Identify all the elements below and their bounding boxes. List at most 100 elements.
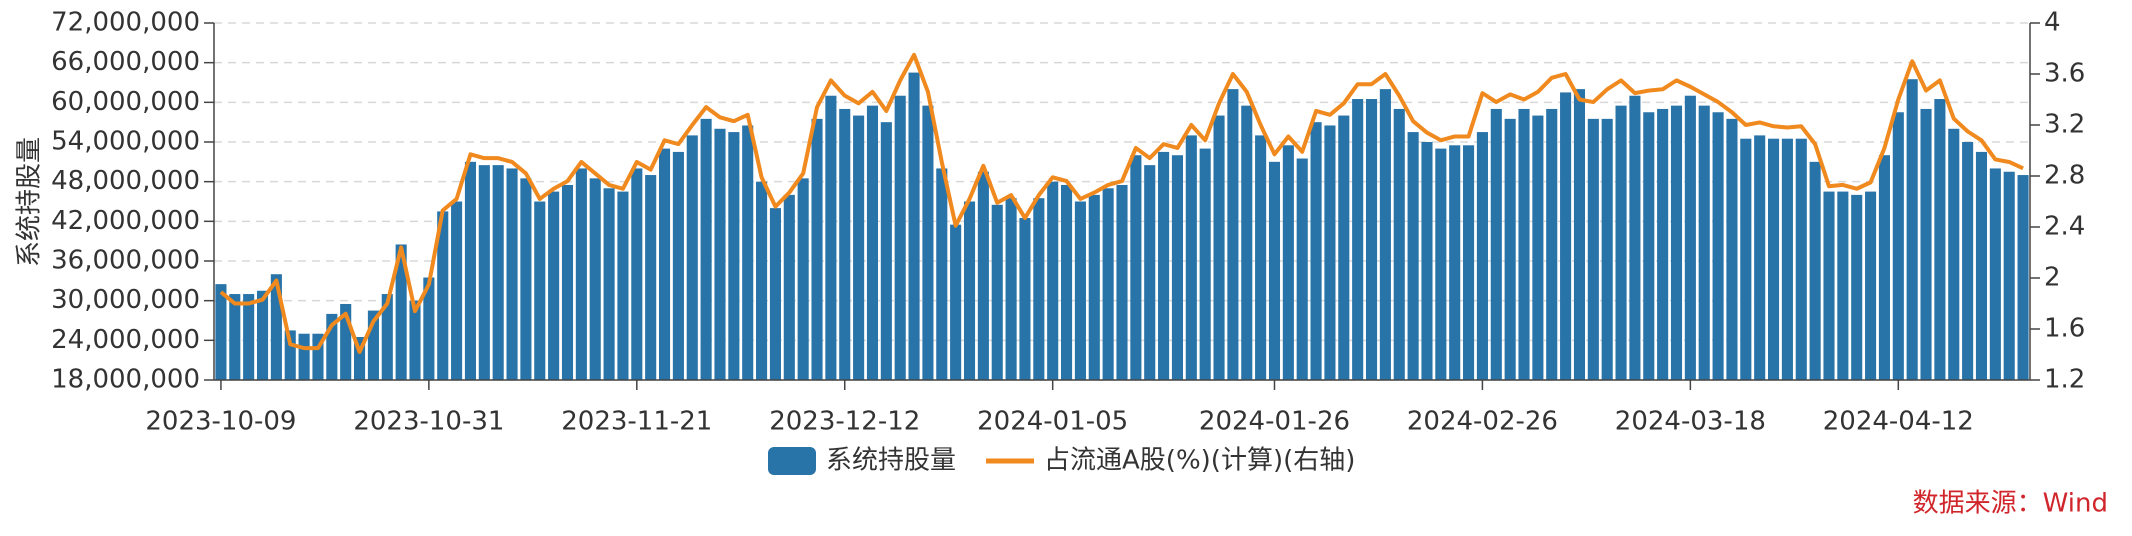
bar — [645, 175, 657, 380]
y2-tick-label: 2.8 — [2044, 161, 2085, 191]
x-tick-label: 2024-01-26 — [1199, 407, 1350, 437]
bar — [312, 333, 324, 380]
bar — [839, 108, 851, 380]
bar — [991, 204, 1003, 380]
bar — [1670, 105, 1683, 380]
bar — [894, 95, 906, 380]
y-tick-label: 18,000,000 — [51, 365, 200, 395]
bar — [215, 284, 227, 380]
bar — [381, 294, 393, 380]
bar — [950, 224, 962, 380]
x-tick-label: 2023-12-12 — [769, 407, 920, 437]
bar — [1158, 151, 1170, 380]
y-tick-label: 30,000,000 — [51, 285, 200, 315]
bar — [700, 118, 712, 380]
bar — [714, 128, 726, 380]
bar — [1005, 198, 1017, 380]
bar — [1268, 161, 1281, 380]
source: 数据来源：Wind — [1913, 489, 2108, 519]
bar — [1365, 99, 1378, 381]
bar — [284, 330, 296, 380]
y-tick-label: 42,000,000 — [51, 206, 200, 236]
y2-tick-label: 3.2 — [2044, 110, 2085, 140]
bar — [1767, 138, 1780, 380]
bar — [1476, 132, 1488, 380]
bar — [1033, 198, 1045, 380]
bar — [1546, 108, 1558, 380]
bar — [464, 161, 477, 380]
bar — [728, 132, 740, 380]
y2-tick-label: 2.4 — [2044, 212, 2085, 242]
y2-tick-label: 1.2 — [2044, 365, 2085, 395]
bar — [1144, 165, 1156, 380]
bar — [243, 294, 255, 380]
y-tick-label: 54,000,000 — [51, 127, 200, 157]
bar — [672, 151, 684, 380]
line — [219, 52, 2024, 354]
bar — [589, 178, 601, 380]
bar — [1088, 194, 1100, 380]
bar — [880, 122, 892, 381]
y2-tick-label: 4 — [2044, 8, 2061, 38]
bar — [2017, 175, 2029, 380]
bar — [1851, 194, 1863, 380]
bar — [1282, 145, 1294, 380]
x-tick-label: 2023-10-31 — [353, 407, 504, 437]
bar — [1435, 148, 1447, 380]
bar — [1199, 148, 1211, 380]
bar — [1421, 142, 1433, 380]
bar — [1185, 135, 1197, 380]
bar — [853, 115, 865, 381]
bar — [1754, 135, 1766, 380]
bar — [1823, 191, 1835, 380]
y-tick-label: 60,000,000 — [51, 87, 200, 117]
y-axis-label: 系统持股量 — [15, 137, 45, 267]
bar — [1504, 118, 1516, 380]
x-tick-label: 2024-04-12 — [1823, 407, 1974, 437]
bar — [977, 171, 989, 380]
bar — [340, 303, 352, 380]
bar — [1338, 115, 1350, 381]
bar — [1962, 142, 1974, 380]
bar — [1116, 184, 1128, 380]
bar — [1241, 105, 1253, 380]
bar — [922, 105, 934, 380]
bar — [492, 165, 504, 380]
x-tick-label: 2024-02-26 — [1407, 407, 1558, 437]
bar — [1906, 79, 1918, 380]
x-tick-label: 2024-03-18 — [1615, 407, 1766, 437]
bar — [811, 118, 823, 380]
bar — [2003, 171, 2015, 380]
bar — [1601, 118, 1613, 380]
bar — [1781, 138, 1793, 380]
bar — [769, 208, 781, 380]
bar — [367, 310, 379, 380]
bar — [1047, 181, 1059, 380]
bar — [1684, 95, 1696, 380]
legend-label: 占流通A股(%)(计算)(右轴) — [1044, 446, 1355, 476]
bar — [1255, 135, 1267, 380]
bar — [1865, 191, 1877, 380]
bar — [1324, 125, 1336, 380]
bar — [451, 201, 463, 380]
bar — [1296, 158, 1308, 380]
bar — [1573, 89, 1586, 380]
bar — [1726, 118, 1738, 380]
bar — [1490, 108, 1502, 380]
x-tick-label: 2023-10-09 — [145, 407, 296, 437]
bar — [1407, 132, 1419, 380]
bar — [1310, 122, 1322, 381]
bar — [520, 178, 532, 380]
bar — [1657, 108, 1669, 380]
bar — [1102, 188, 1114, 380]
bar — [936, 168, 948, 380]
bar — [561, 184, 574, 380]
bar — [742, 125, 754, 380]
bar — [617, 191, 629, 380]
bar — [783, 194, 795, 380]
bar — [825, 95, 837, 380]
bar — [1074, 201, 1086, 380]
bar — [631, 168, 643, 380]
bar — [1809, 161, 1821, 380]
